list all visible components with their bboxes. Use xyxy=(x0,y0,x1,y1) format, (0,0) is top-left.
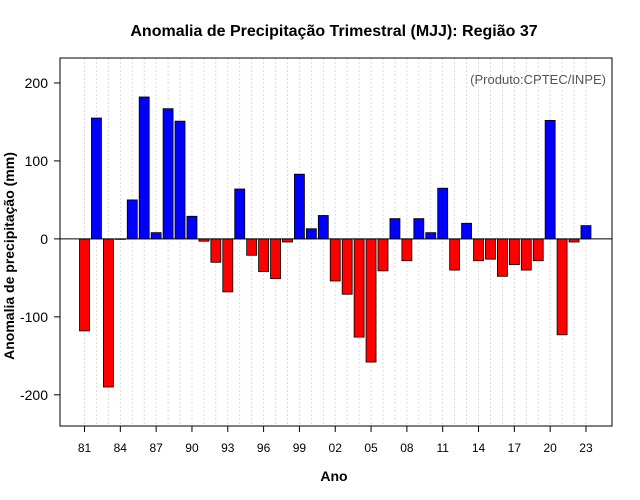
x-tick-label: 99 xyxy=(293,441,307,455)
bar-2004 xyxy=(353,238,365,338)
x-tick-label: 84 xyxy=(114,441,128,455)
bar-1986 xyxy=(138,96,150,240)
bar-1992 xyxy=(210,238,222,263)
bar-1989 xyxy=(174,120,186,240)
x-tick-label: 02 xyxy=(329,441,343,455)
bar-2010 xyxy=(425,232,437,240)
bar-2023 xyxy=(580,225,592,240)
x-tick-label: 81 xyxy=(78,441,92,455)
bar-2001 xyxy=(317,215,329,240)
x-tick-label: 17 xyxy=(508,441,522,455)
credit-text: (Produto:CPTEC/INPE) xyxy=(470,72,606,87)
bar-1994 xyxy=(234,188,246,240)
bar-series xyxy=(79,96,592,388)
bar-1983 xyxy=(102,238,114,388)
bar-2018 xyxy=(520,238,532,271)
x-axis-label: Ano xyxy=(320,468,347,484)
bar-1982 xyxy=(91,117,102,240)
bar-1987 xyxy=(150,232,162,240)
bar-1995 xyxy=(246,238,258,256)
x-tick-label: 11 xyxy=(436,441,449,455)
bar-1988 xyxy=(162,108,174,240)
bar-2015 xyxy=(485,238,496,260)
bar-2007 xyxy=(389,218,401,240)
bar-1993 xyxy=(222,238,234,293)
bar-2005 xyxy=(365,238,377,363)
bar-1996 xyxy=(258,238,270,273)
bar-1985 xyxy=(126,199,138,240)
x-tick-label: 23 xyxy=(579,441,593,455)
bar-2011 xyxy=(437,187,449,240)
y-axis: -200 -100 0 100 200 xyxy=(20,75,60,403)
bar-2009 xyxy=(413,218,425,240)
x-tick-label: 87 xyxy=(149,441,163,455)
plot-frame xyxy=(59,57,613,427)
bar-2014 xyxy=(473,238,484,262)
bar-2016 xyxy=(496,238,508,277)
y-tick-label: 0 xyxy=(40,231,48,247)
bar-2013 xyxy=(461,222,472,240)
bar-2006 xyxy=(377,238,389,272)
bar-2021 xyxy=(556,238,568,336)
bar-2000 xyxy=(305,228,317,240)
bar-2012 xyxy=(449,238,461,271)
x-tick-label: 08 xyxy=(400,441,414,455)
bar-1981 xyxy=(79,238,90,332)
y-axis-label: Anomalia de precipitação (mm) xyxy=(1,152,17,360)
y-tick-label: 200 xyxy=(25,75,49,91)
bar-2008 xyxy=(401,238,413,262)
bar-1990 xyxy=(186,215,198,240)
bar-2019 xyxy=(532,238,544,262)
x-axis: 81 84 87 90 93 96 99 02 05 08 11 14 17 20 23 xyxy=(78,426,593,455)
x-tick-label: 93 xyxy=(221,441,235,455)
bar-2003 xyxy=(341,238,353,295)
x-tick-label: 20 xyxy=(543,441,557,455)
x-tick-label: 14 xyxy=(472,441,486,455)
x-tick-label: 96 xyxy=(257,441,271,455)
bar-2020 xyxy=(544,119,556,240)
bar-1997 xyxy=(270,238,281,280)
x-tick-label: 05 xyxy=(364,441,378,455)
bar-1999 xyxy=(294,173,305,240)
chart-title: Anomalia de Precipitação Trimestral (MJJ… xyxy=(130,23,537,40)
y-tick-label: -100 xyxy=(20,309,48,325)
bar-2017 xyxy=(508,238,520,266)
x-tick-label: 90 xyxy=(185,441,199,455)
bar-2002 xyxy=(329,238,341,282)
y-tick-label: -200 xyxy=(20,387,48,403)
y-tick-label: 100 xyxy=(25,153,49,169)
